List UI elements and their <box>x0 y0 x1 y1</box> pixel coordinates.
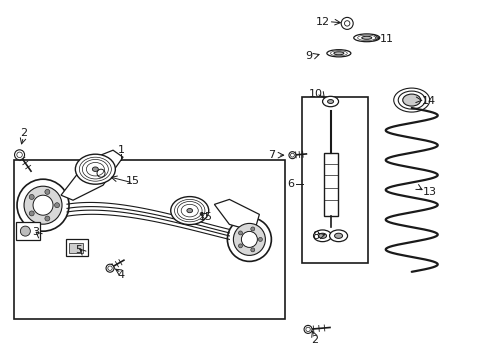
Ellipse shape <box>329 230 347 242</box>
Ellipse shape <box>170 197 208 225</box>
Ellipse shape <box>402 94 420 106</box>
Circle shape <box>304 325 311 333</box>
Ellipse shape <box>334 233 342 238</box>
Circle shape <box>288 152 295 159</box>
Circle shape <box>55 203 60 208</box>
Text: 4: 4 <box>118 270 124 280</box>
Ellipse shape <box>227 217 271 261</box>
Circle shape <box>29 194 34 199</box>
Ellipse shape <box>186 208 192 213</box>
Bar <box>16 222 41 240</box>
Bar <box>302 97 367 263</box>
Text: 3: 3 <box>32 227 39 237</box>
Text: 12: 12 <box>315 17 329 27</box>
Ellipse shape <box>20 226 30 236</box>
Circle shape <box>250 248 254 252</box>
Ellipse shape <box>33 195 53 215</box>
Circle shape <box>258 237 262 242</box>
Bar <box>14 160 285 319</box>
Circle shape <box>15 150 24 160</box>
Text: 2: 2 <box>310 335 317 345</box>
Ellipse shape <box>233 224 265 255</box>
Circle shape <box>106 264 114 272</box>
Circle shape <box>341 17 352 30</box>
Ellipse shape <box>92 167 98 171</box>
Polygon shape <box>61 150 123 200</box>
Text: 15: 15 <box>126 176 140 186</box>
Ellipse shape <box>313 230 331 242</box>
Circle shape <box>250 227 254 231</box>
Ellipse shape <box>75 154 115 184</box>
Text: 10: 10 <box>308 89 322 99</box>
Ellipse shape <box>17 179 69 231</box>
Bar <box>323 153 337 216</box>
Text: 8: 8 <box>311 231 318 241</box>
Ellipse shape <box>24 186 62 224</box>
Polygon shape <box>214 199 259 231</box>
Text: 9: 9 <box>305 51 312 61</box>
Ellipse shape <box>326 50 350 57</box>
Circle shape <box>45 189 50 194</box>
Text: 15: 15 <box>198 212 212 222</box>
Circle shape <box>45 216 50 221</box>
Ellipse shape <box>361 36 371 39</box>
Text: 14: 14 <box>422 96 435 106</box>
Text: 6: 6 <box>286 179 293 189</box>
Text: 7: 7 <box>268 150 275 160</box>
Ellipse shape <box>333 52 343 55</box>
Text: 11: 11 <box>380 34 393 44</box>
Ellipse shape <box>327 100 333 103</box>
Bar <box>69 243 82 253</box>
Ellipse shape <box>353 34 379 42</box>
Bar <box>66 239 88 256</box>
Text: 5: 5 <box>75 245 81 255</box>
Ellipse shape <box>241 231 257 247</box>
Text: 1: 1 <box>118 145 124 156</box>
Text: 2: 2 <box>20 128 27 138</box>
Circle shape <box>29 211 34 216</box>
Circle shape <box>238 231 242 235</box>
Circle shape <box>238 244 242 248</box>
Ellipse shape <box>322 96 338 107</box>
Ellipse shape <box>318 233 326 238</box>
Text: 13: 13 <box>422 186 435 197</box>
